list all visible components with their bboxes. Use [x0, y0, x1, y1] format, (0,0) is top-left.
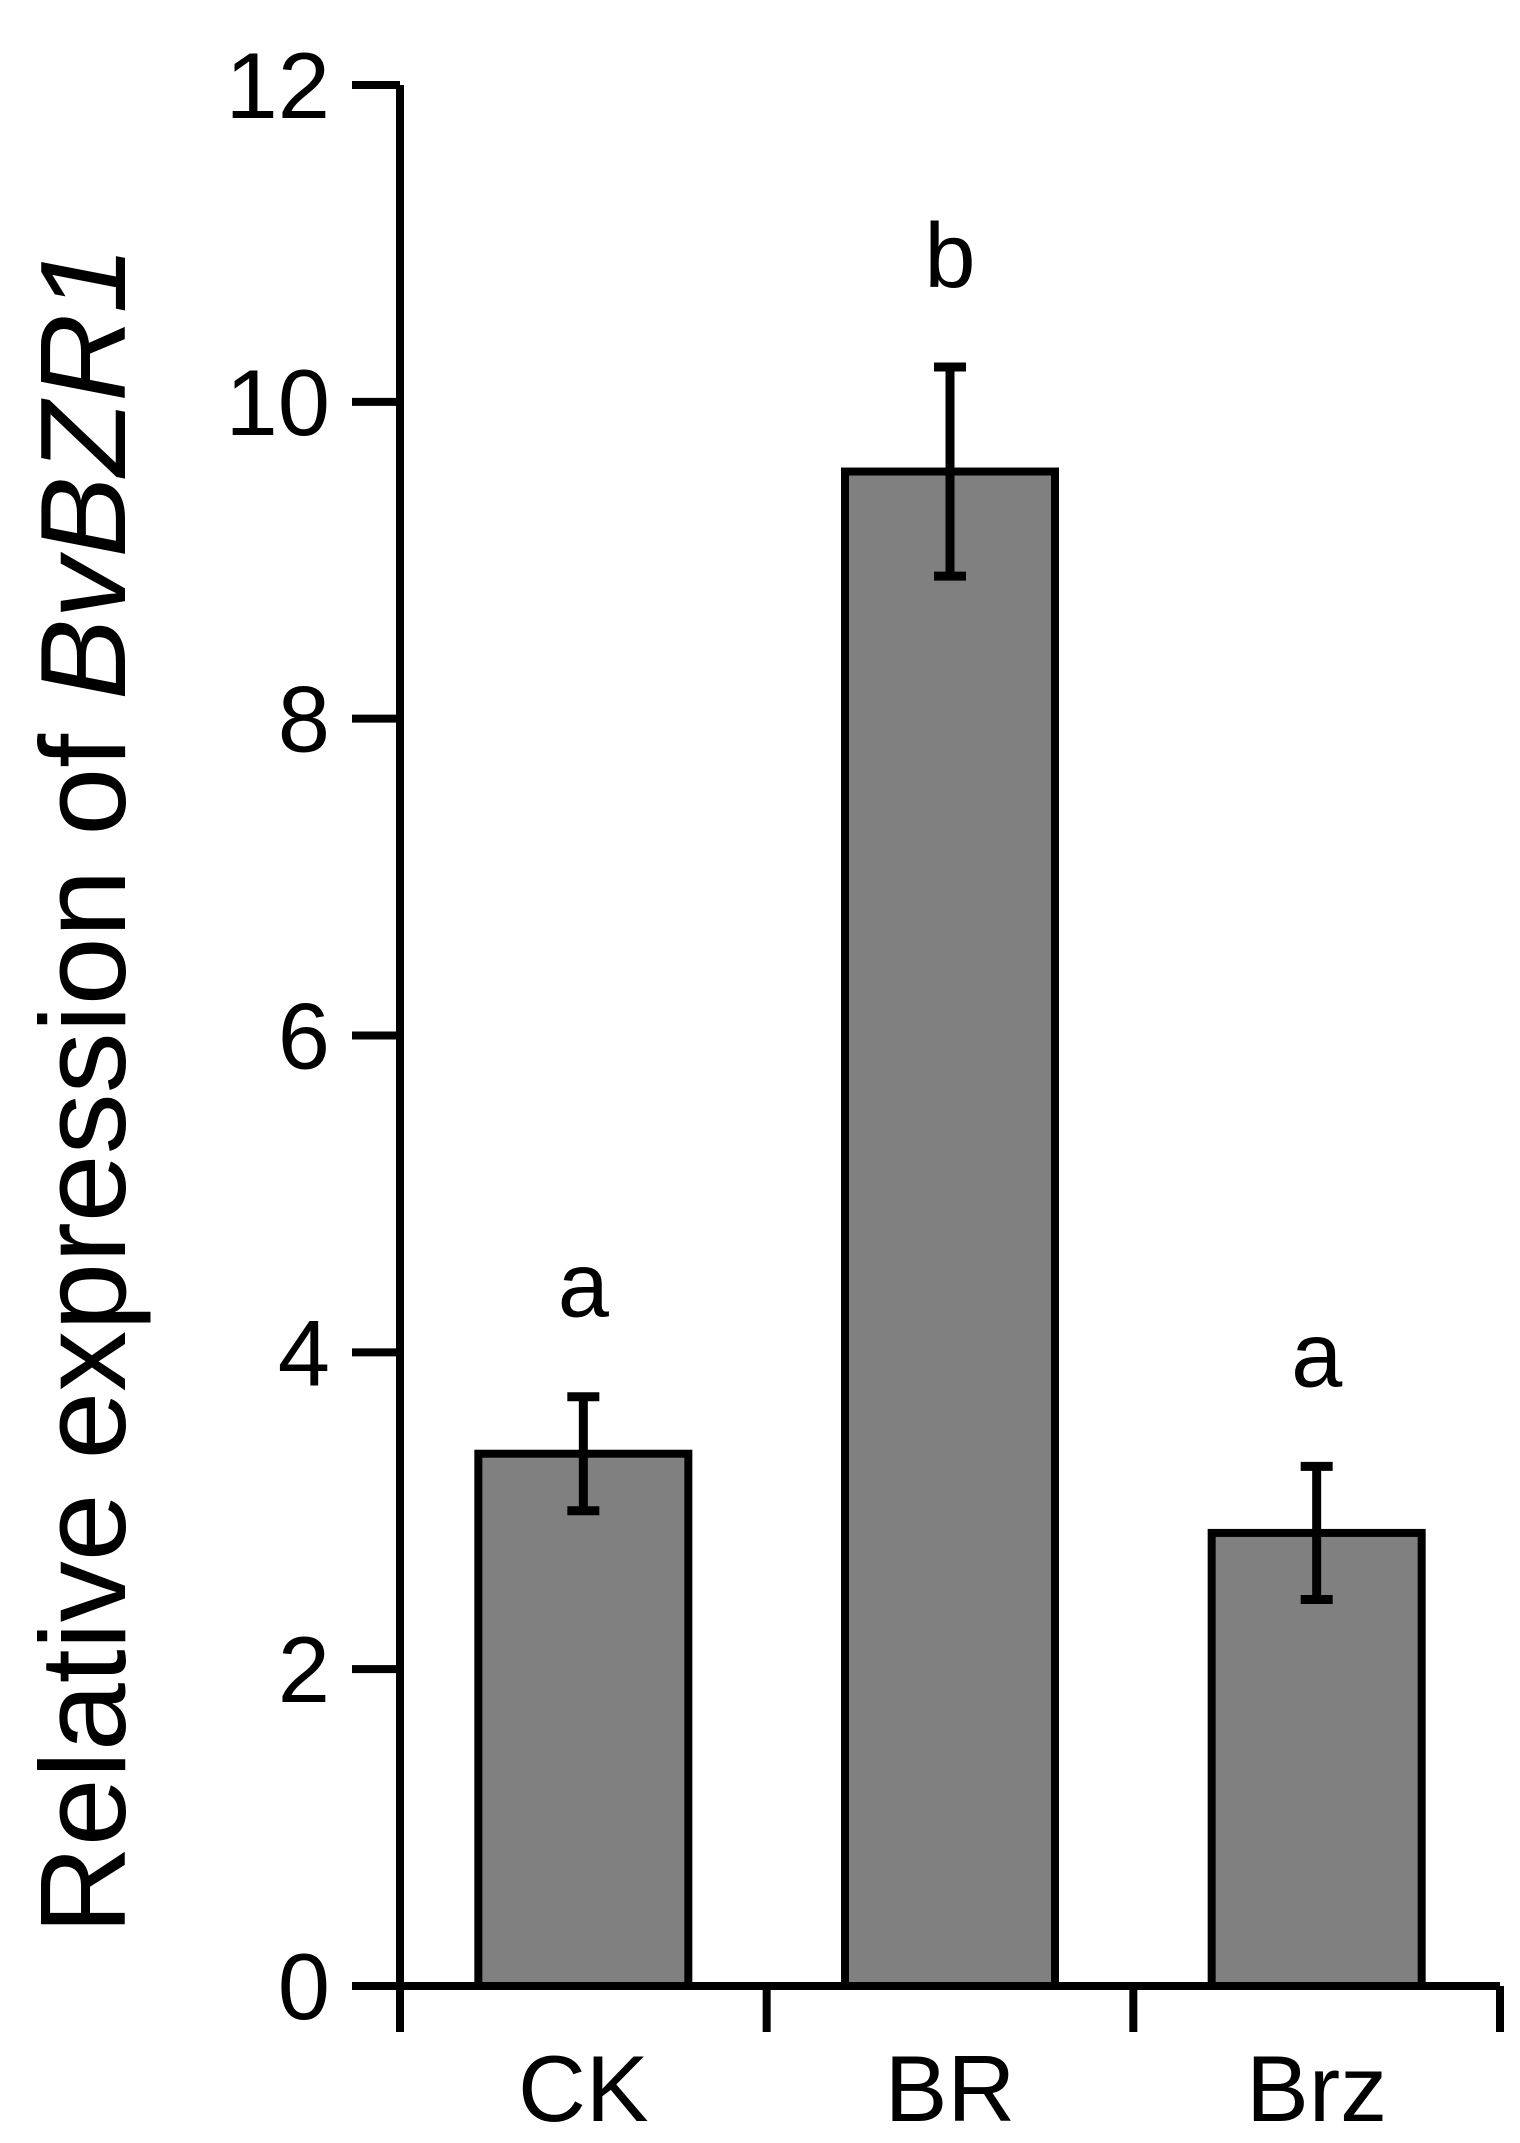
- bar-ck: [474, 1449, 693, 1990]
- y-tick-label-4: 4: [278, 1300, 330, 1405]
- y-axis-label-prefix: Relative expression of: [15, 700, 151, 1934]
- y-tick-label-2: 2: [278, 1617, 330, 1722]
- significance-label-ck: a: [558, 1235, 610, 1337]
- y-tick-label-8: 8: [278, 667, 330, 772]
- y-tick-label-10: 10: [225, 350, 330, 455]
- y-axis-label: Relative expression of BvBZR1: [15, 246, 151, 1934]
- significance-label-br: b: [924, 205, 975, 307]
- x-tick-label-ck: CK: [518, 2036, 649, 2141]
- x-tick-label-brz: Brz: [1246, 2036, 1387, 2141]
- chart-marks: 0 2 4 6 8 10 12 a CK b BR a Brz: [225, 33, 1504, 2141]
- y-tick-label-12: 12: [225, 33, 330, 138]
- bar-br: [841, 467, 1059, 1991]
- y-tick-label-0: 0: [278, 1934, 330, 2039]
- significance-label-brz: a: [1291, 1304, 1343, 1406]
- y-axis-label-gene: BvBZR1: [15, 246, 151, 700]
- x-tick-label-br: BR: [885, 2036, 1016, 2141]
- y-tick-label-6: 6: [278, 984, 330, 1089]
